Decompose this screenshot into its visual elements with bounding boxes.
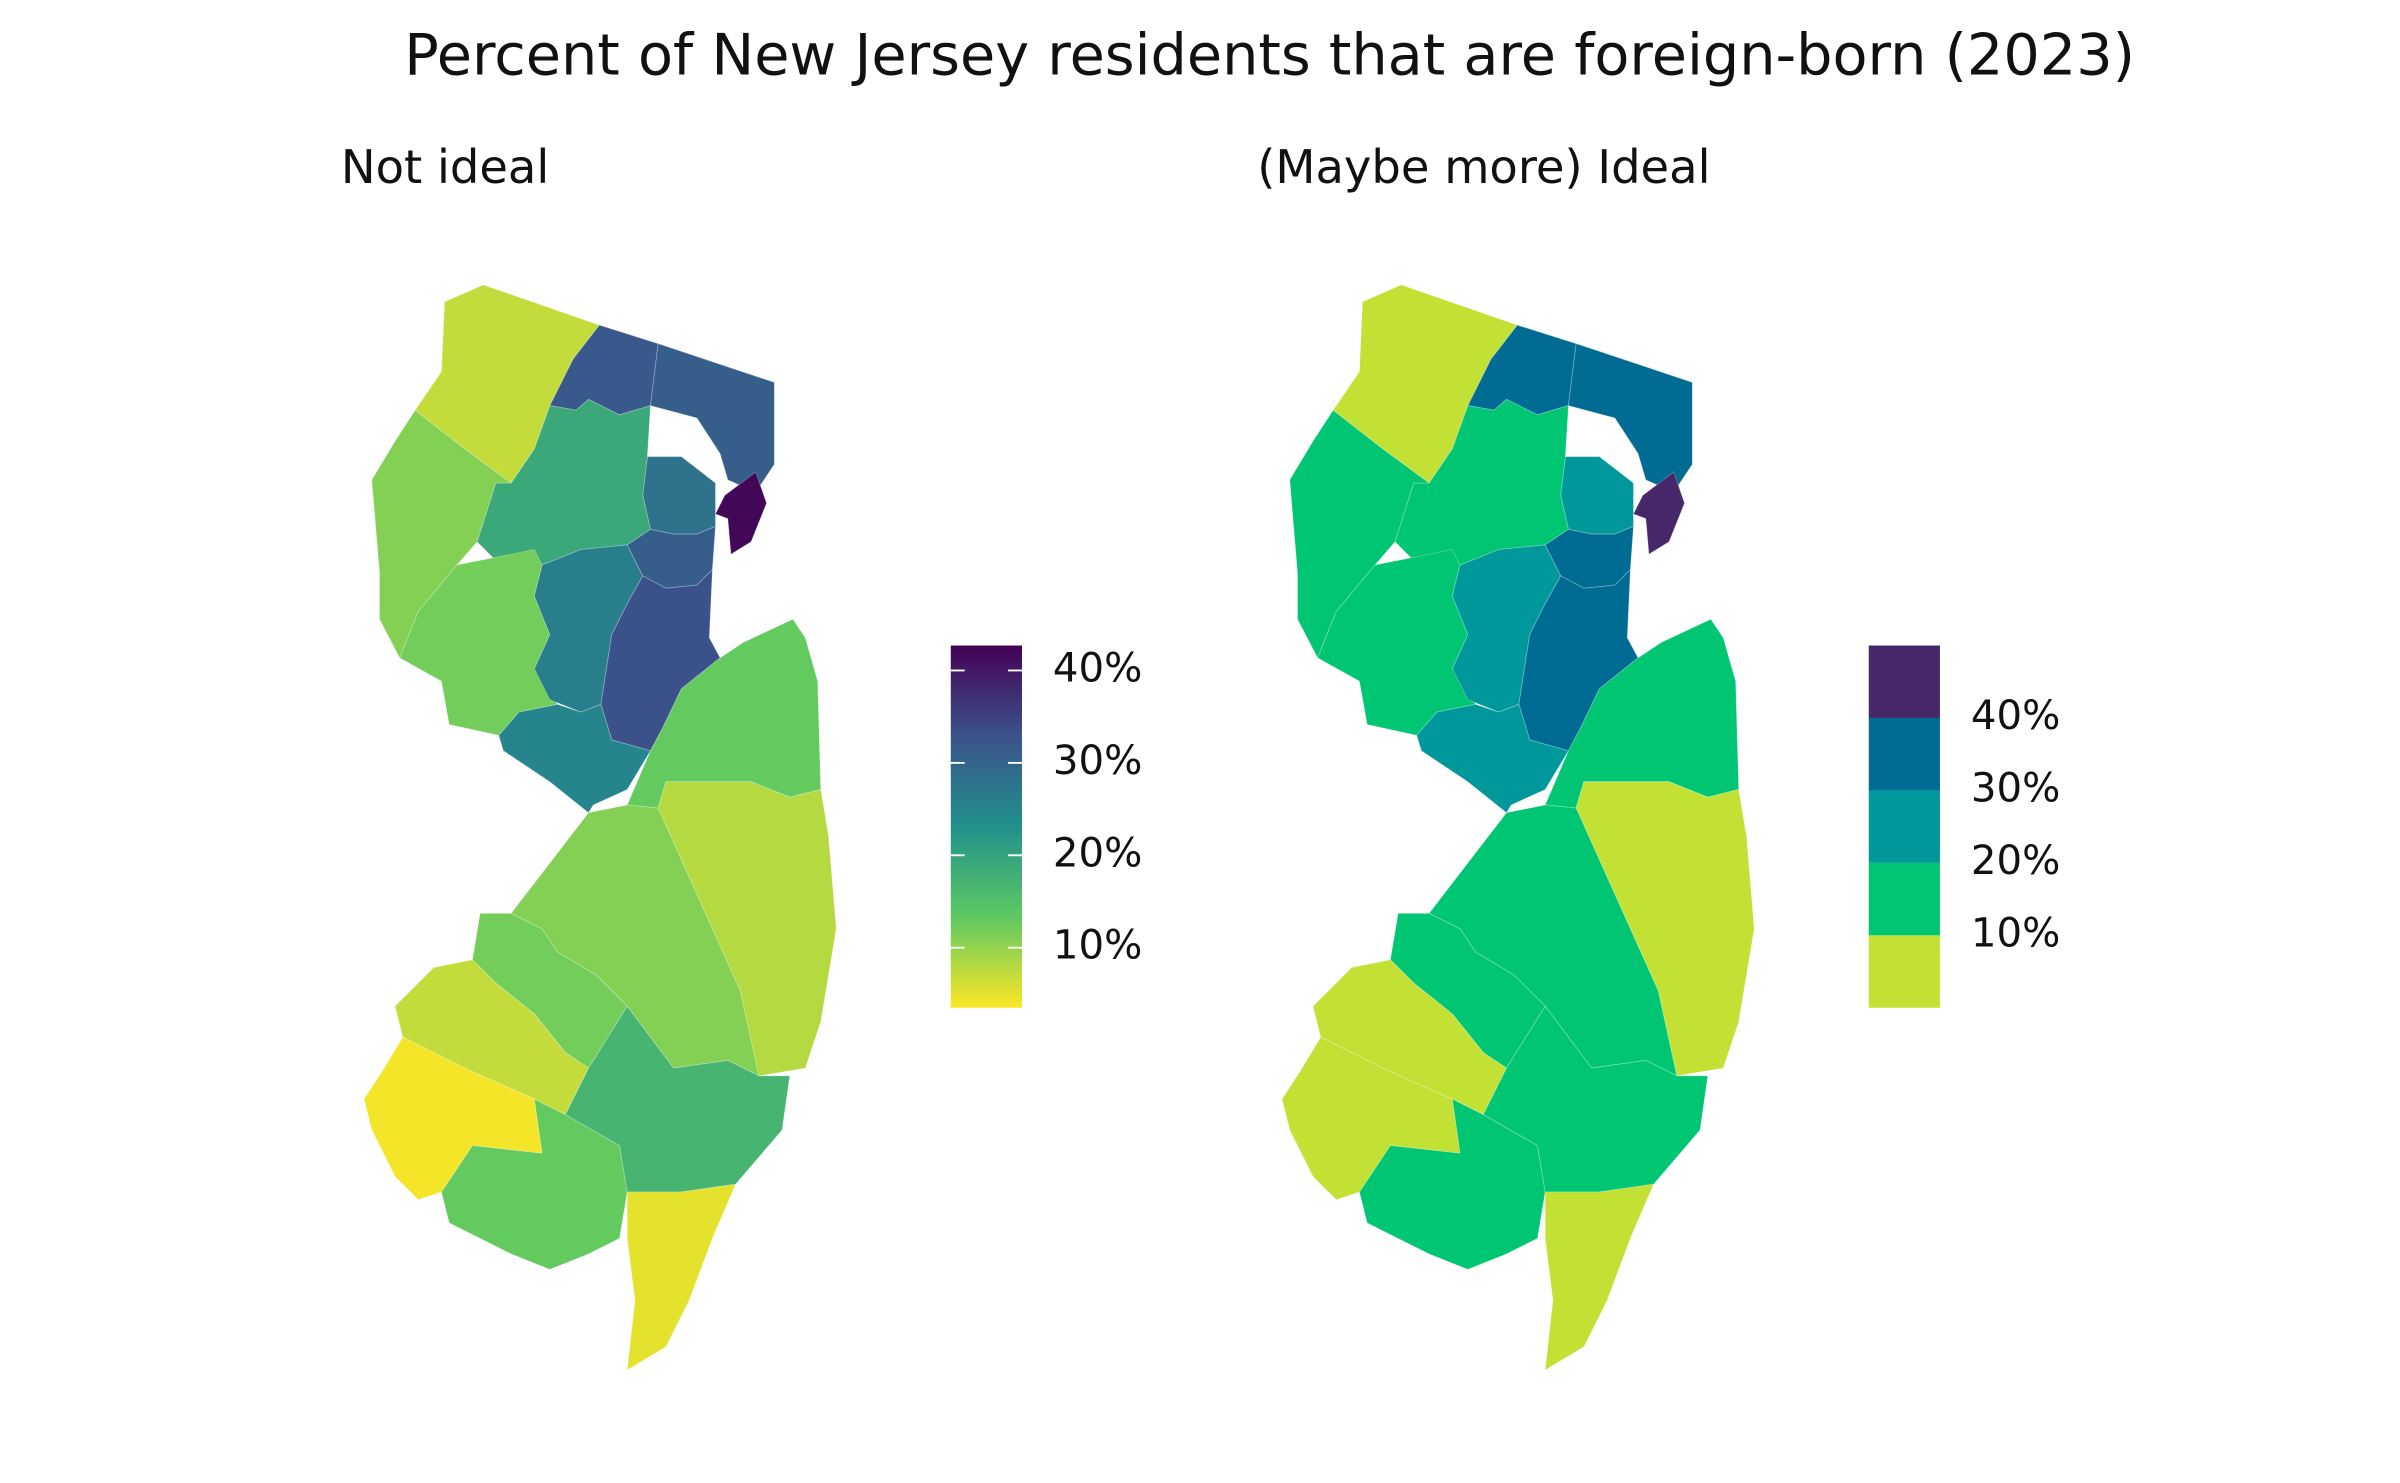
page-title: Percent of New Jersey residents that are… [404, 21, 2135, 88]
county [498, 703, 652, 814]
legend-label: 30% [1053, 738, 1142, 784]
legend-label: 40% [1053, 645, 1142, 691]
county [626, 1183, 737, 1371]
map [363, 284, 837, 1371]
county [1632, 471, 1686, 555]
county [363, 1036, 543, 1201]
legend-label: 30% [1971, 765, 2060, 811]
county [1281, 1036, 1461, 1201]
county [1560, 456, 1634, 535]
county [1416, 703, 1570, 814]
legend-bin [1868, 862, 1940, 936]
county [1544, 1183, 1655, 1371]
legend-label: 20% [1053, 830, 1142, 876]
legend-bin [1868, 935, 1940, 1008]
map-subtitle: Not ideal [341, 140, 549, 194]
county [649, 343, 775, 493]
legend-bin [1868, 645, 1940, 718]
legend-bin [1868, 790, 1940, 863]
map-subtitle: (Maybe more) Ideal [1257, 140, 1710, 194]
legend-label: 40% [1971, 693, 2060, 739]
legend-bin [1868, 717, 1940, 791]
county [1567, 343, 1693, 493]
legend-label: 10% [1971, 910, 2060, 956]
county [642, 456, 716, 535]
map [1281, 284, 1755, 1371]
county [714, 471, 768, 555]
legend-label: 20% [1971, 838, 2060, 884]
colorbar [950, 645, 1022, 1008]
legend-label: 10% [1053, 923, 1142, 969]
